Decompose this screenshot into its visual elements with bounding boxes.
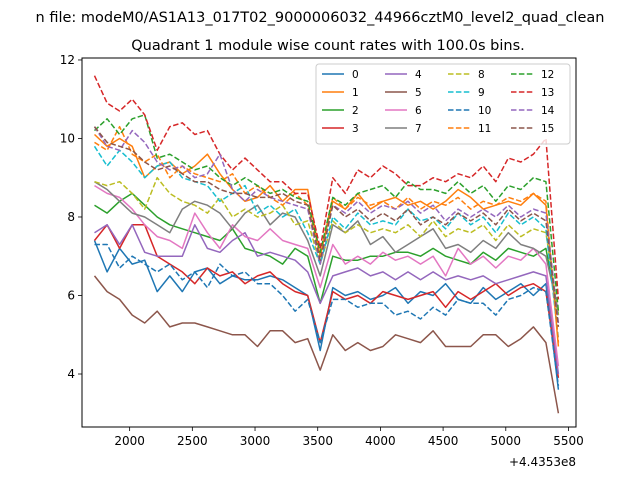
series-line-10	[94, 243, 560, 386]
legend-label-11: 11	[478, 123, 491, 135]
series-line-13	[93, 75, 560, 300]
legend-box	[315, 63, 571, 145]
chart-title: Quadrant 1 module wise count rates with …	[131, 38, 525, 54]
x-tick-label: 2500	[177, 434, 208, 448]
legend-label-6: 6	[415, 105, 422, 117]
y-tick-label: 4	[67, 367, 75, 381]
axes-frame	[81, 57, 577, 428]
series-line-15	[93, 126, 560, 327]
legend-label-15: 15	[541, 123, 554, 135]
legend-label-4: 4	[415, 69, 422, 81]
series-line-4	[94, 224, 560, 375]
series-line-7	[94, 181, 560, 312]
legend-label-10: 10	[478, 105, 491, 117]
x-tick-label: 2000	[114, 434, 145, 448]
y-tick-label: 10	[60, 131, 75, 145]
y-tick-label: 8	[67, 210, 75, 224]
legend-label-5: 5	[415, 87, 422, 99]
figure-suptitle: n file: modeM0/AS1A13_017T02_9000006032_…	[36, 10, 605, 26]
series-line-9	[93, 145, 560, 339]
x-tick-label: 4000	[365, 434, 396, 448]
series-line-5	[93, 275, 560, 414]
x-tick-label: 4500	[428, 434, 459, 448]
x-offset-label: +4.4353e8	[509, 455, 576, 469]
legend-label-9: 9	[478, 87, 485, 99]
series-line-6	[94, 184, 560, 367]
legend-label-0: 0	[352, 69, 359, 81]
legend-label-8: 8	[478, 69, 485, 81]
series-layer	[93, 75, 560, 414]
series-line-14	[93, 126, 560, 324]
x-tick-label: 3500	[302, 434, 333, 448]
legend-label-7: 7	[415, 123, 422, 135]
legend-label-3: 3	[352, 123, 359, 135]
series-line-11	[94, 125, 560, 343]
legend-label-2: 2	[352, 105, 359, 117]
series-line-2	[94, 192, 560, 316]
legend-label-14: 14	[541, 105, 555, 117]
x-tick-label: 5500	[553, 434, 584, 448]
x-tick-label: 3000	[240, 434, 271, 448]
series-line-12	[93, 114, 560, 312]
series-line-8	[94, 176, 560, 316]
y-tick-label: 6	[67, 288, 75, 302]
x-tick-label: 5000	[491, 434, 522, 448]
y-tick-label: 12	[60, 53, 75, 67]
legend-label-1: 1	[352, 87, 359, 99]
series-line-3	[93, 224, 560, 379]
legend-label-13: 13	[541, 87, 554, 99]
legend-label-12: 12	[541, 69, 554, 81]
